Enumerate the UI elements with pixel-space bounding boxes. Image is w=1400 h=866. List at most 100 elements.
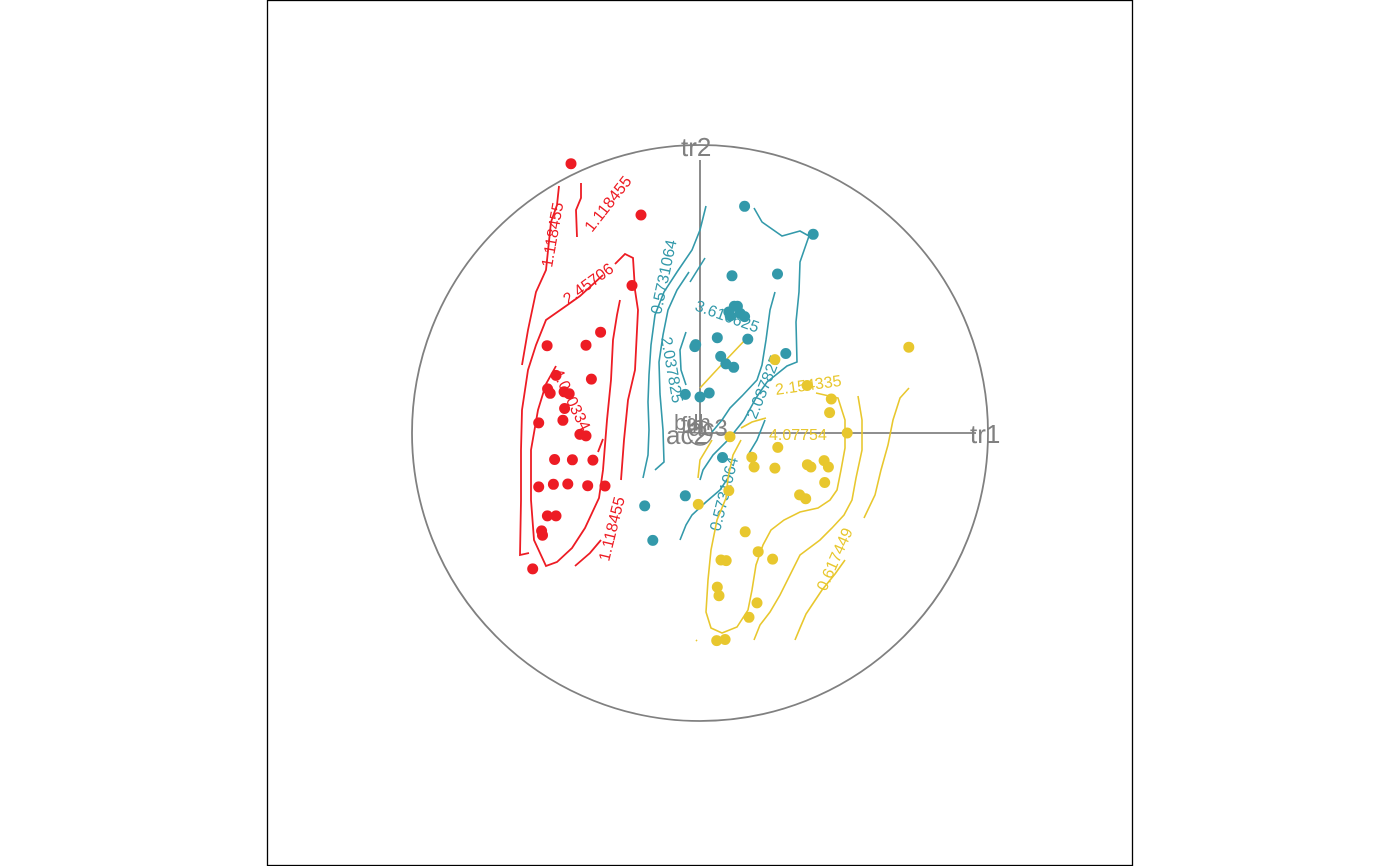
data-point-yellow <box>739 526 751 538</box>
data-point-red <box>582 480 594 492</box>
data-point-yellow <box>903 341 915 353</box>
data-point-teal <box>679 388 691 400</box>
data-point-teal <box>726 270 738 282</box>
data-point-red <box>562 478 574 490</box>
contour-labels-yellow: 2.154335 4.07754 0.617449 <box>769 373 857 594</box>
data-point-red <box>559 403 571 414</box>
data-point-teal <box>679 490 691 502</box>
axis-center-ring <box>687 420 713 446</box>
data-point-yellow <box>824 407 836 419</box>
data-point-teal <box>703 387 715 399</box>
data-point-yellow <box>769 354 781 366</box>
contour-labels-red: 1.118455 1.118455 2.45706 4.000334 1.118… <box>539 173 635 563</box>
axis-label-tr1: tr1 <box>970 419 1000 449</box>
axis-label-tr2: tr2 <box>681 132 711 162</box>
data-point-teal <box>739 200 751 212</box>
data-point-red <box>599 480 611 492</box>
data-point-yellow <box>724 431 736 443</box>
points-layer <box>527 158 915 647</box>
teal-contour-mid-2 <box>689 257 706 283</box>
data-point-yellow <box>720 555 732 567</box>
data-point-teal <box>639 500 651 512</box>
data-point-teal <box>780 348 792 359</box>
data-point-red <box>574 428 586 440</box>
axis-label-fin: fin <box>681 412 704 437</box>
yellow-contour-inner <box>705 392 846 634</box>
yellow-contour-tail <box>695 639 698 642</box>
data-point-yellow <box>841 427 853 439</box>
red-contour-outer-left <box>521 185 560 366</box>
axis-label-bdh: bdh <box>674 410 711 435</box>
data-point-red <box>541 340 553 352</box>
data-point-teal <box>689 341 701 353</box>
yellow-contour-center-2 <box>740 417 767 429</box>
axis-line-ac3 <box>699 432 713 437</box>
contour-label-teal-1: 0.5731064 <box>648 238 680 316</box>
data-point-yellow <box>772 441 784 453</box>
data-point-red <box>563 388 575 400</box>
contour-label-red-5: 1.118455 <box>596 495 628 563</box>
data-point-yellow <box>692 498 704 510</box>
data-point-teal <box>731 300 743 312</box>
yellow-contour-mid <box>753 395 863 641</box>
yellow-contour-center <box>699 339 746 389</box>
data-point-yellow <box>819 477 831 488</box>
red-contour-inner <box>530 299 621 568</box>
red-contour-mid-right <box>614 252 639 481</box>
data-point-yellow <box>748 461 760 473</box>
data-point-red <box>533 481 545 493</box>
contour-labels-teal: 0.5731064 3.616625 2.037825 2.037825 0.5… <box>648 238 784 533</box>
red-contour-inner-right <box>597 438 604 453</box>
data-point-yellow <box>752 546 764 558</box>
contour-label-red-1: 1.118455 <box>539 201 567 269</box>
data-point-red <box>537 529 548 541</box>
data-point-teal <box>711 332 723 344</box>
data-point-yellow <box>723 485 735 497</box>
axis-label-ac3: ac3 <box>689 415 728 442</box>
data-point-yellow <box>769 462 781 474</box>
data-point-yellow <box>743 611 755 623</box>
yellow-contour-outer-right <box>863 387 910 519</box>
teal-contour-outer-left <box>642 205 707 479</box>
data-point-yellow <box>746 451 758 463</box>
data-point-teal <box>723 306 735 318</box>
data-point-red <box>544 387 556 399</box>
data-point-yellow <box>801 380 813 391</box>
contour-group-yellow <box>695 339 910 642</box>
data-point-yellow <box>711 581 723 593</box>
red-contour-outer-right <box>575 183 582 238</box>
red-contour-bottom <box>574 539 602 567</box>
data-point-teal <box>647 534 659 546</box>
data-point-teal <box>739 311 751 323</box>
data-point-yellow <box>767 553 779 565</box>
data-point-red <box>541 510 553 522</box>
data-point-red <box>580 339 592 351</box>
data-point-yellow <box>751 597 763 609</box>
data-point-red <box>626 280 638 291</box>
data-point-red <box>527 563 539 575</box>
contour-label-yellow-2: 4.07754 <box>769 427 827 444</box>
contour-label-red-3: 2.45706 <box>560 260 617 308</box>
data-point-red <box>557 414 569 426</box>
data-point-yellow <box>805 461 817 473</box>
yellow-contour-center-3 <box>697 439 713 479</box>
data-point-red <box>547 478 559 490</box>
data-point-teal <box>807 228 819 240</box>
data-point-yellow <box>719 634 731 645</box>
data-point-red <box>635 209 647 221</box>
data-point-yellow <box>822 461 834 473</box>
contour-group-red <box>519 183 639 568</box>
data-point-red <box>585 373 597 385</box>
yellow-contour-outer-bottom <box>794 559 846 641</box>
data-point-teal <box>694 391 706 403</box>
axis-line-ac2 <box>677 431 701 434</box>
data-point-red <box>587 454 599 466</box>
red-contour-mid <box>519 274 604 557</box>
data-point-teal <box>742 333 754 345</box>
data-point-red <box>549 454 561 465</box>
data-point-red <box>565 158 577 170</box>
unit-circle <box>411 144 989 722</box>
data-point-red <box>533 417 545 429</box>
data-point-yellow <box>800 493 812 505</box>
